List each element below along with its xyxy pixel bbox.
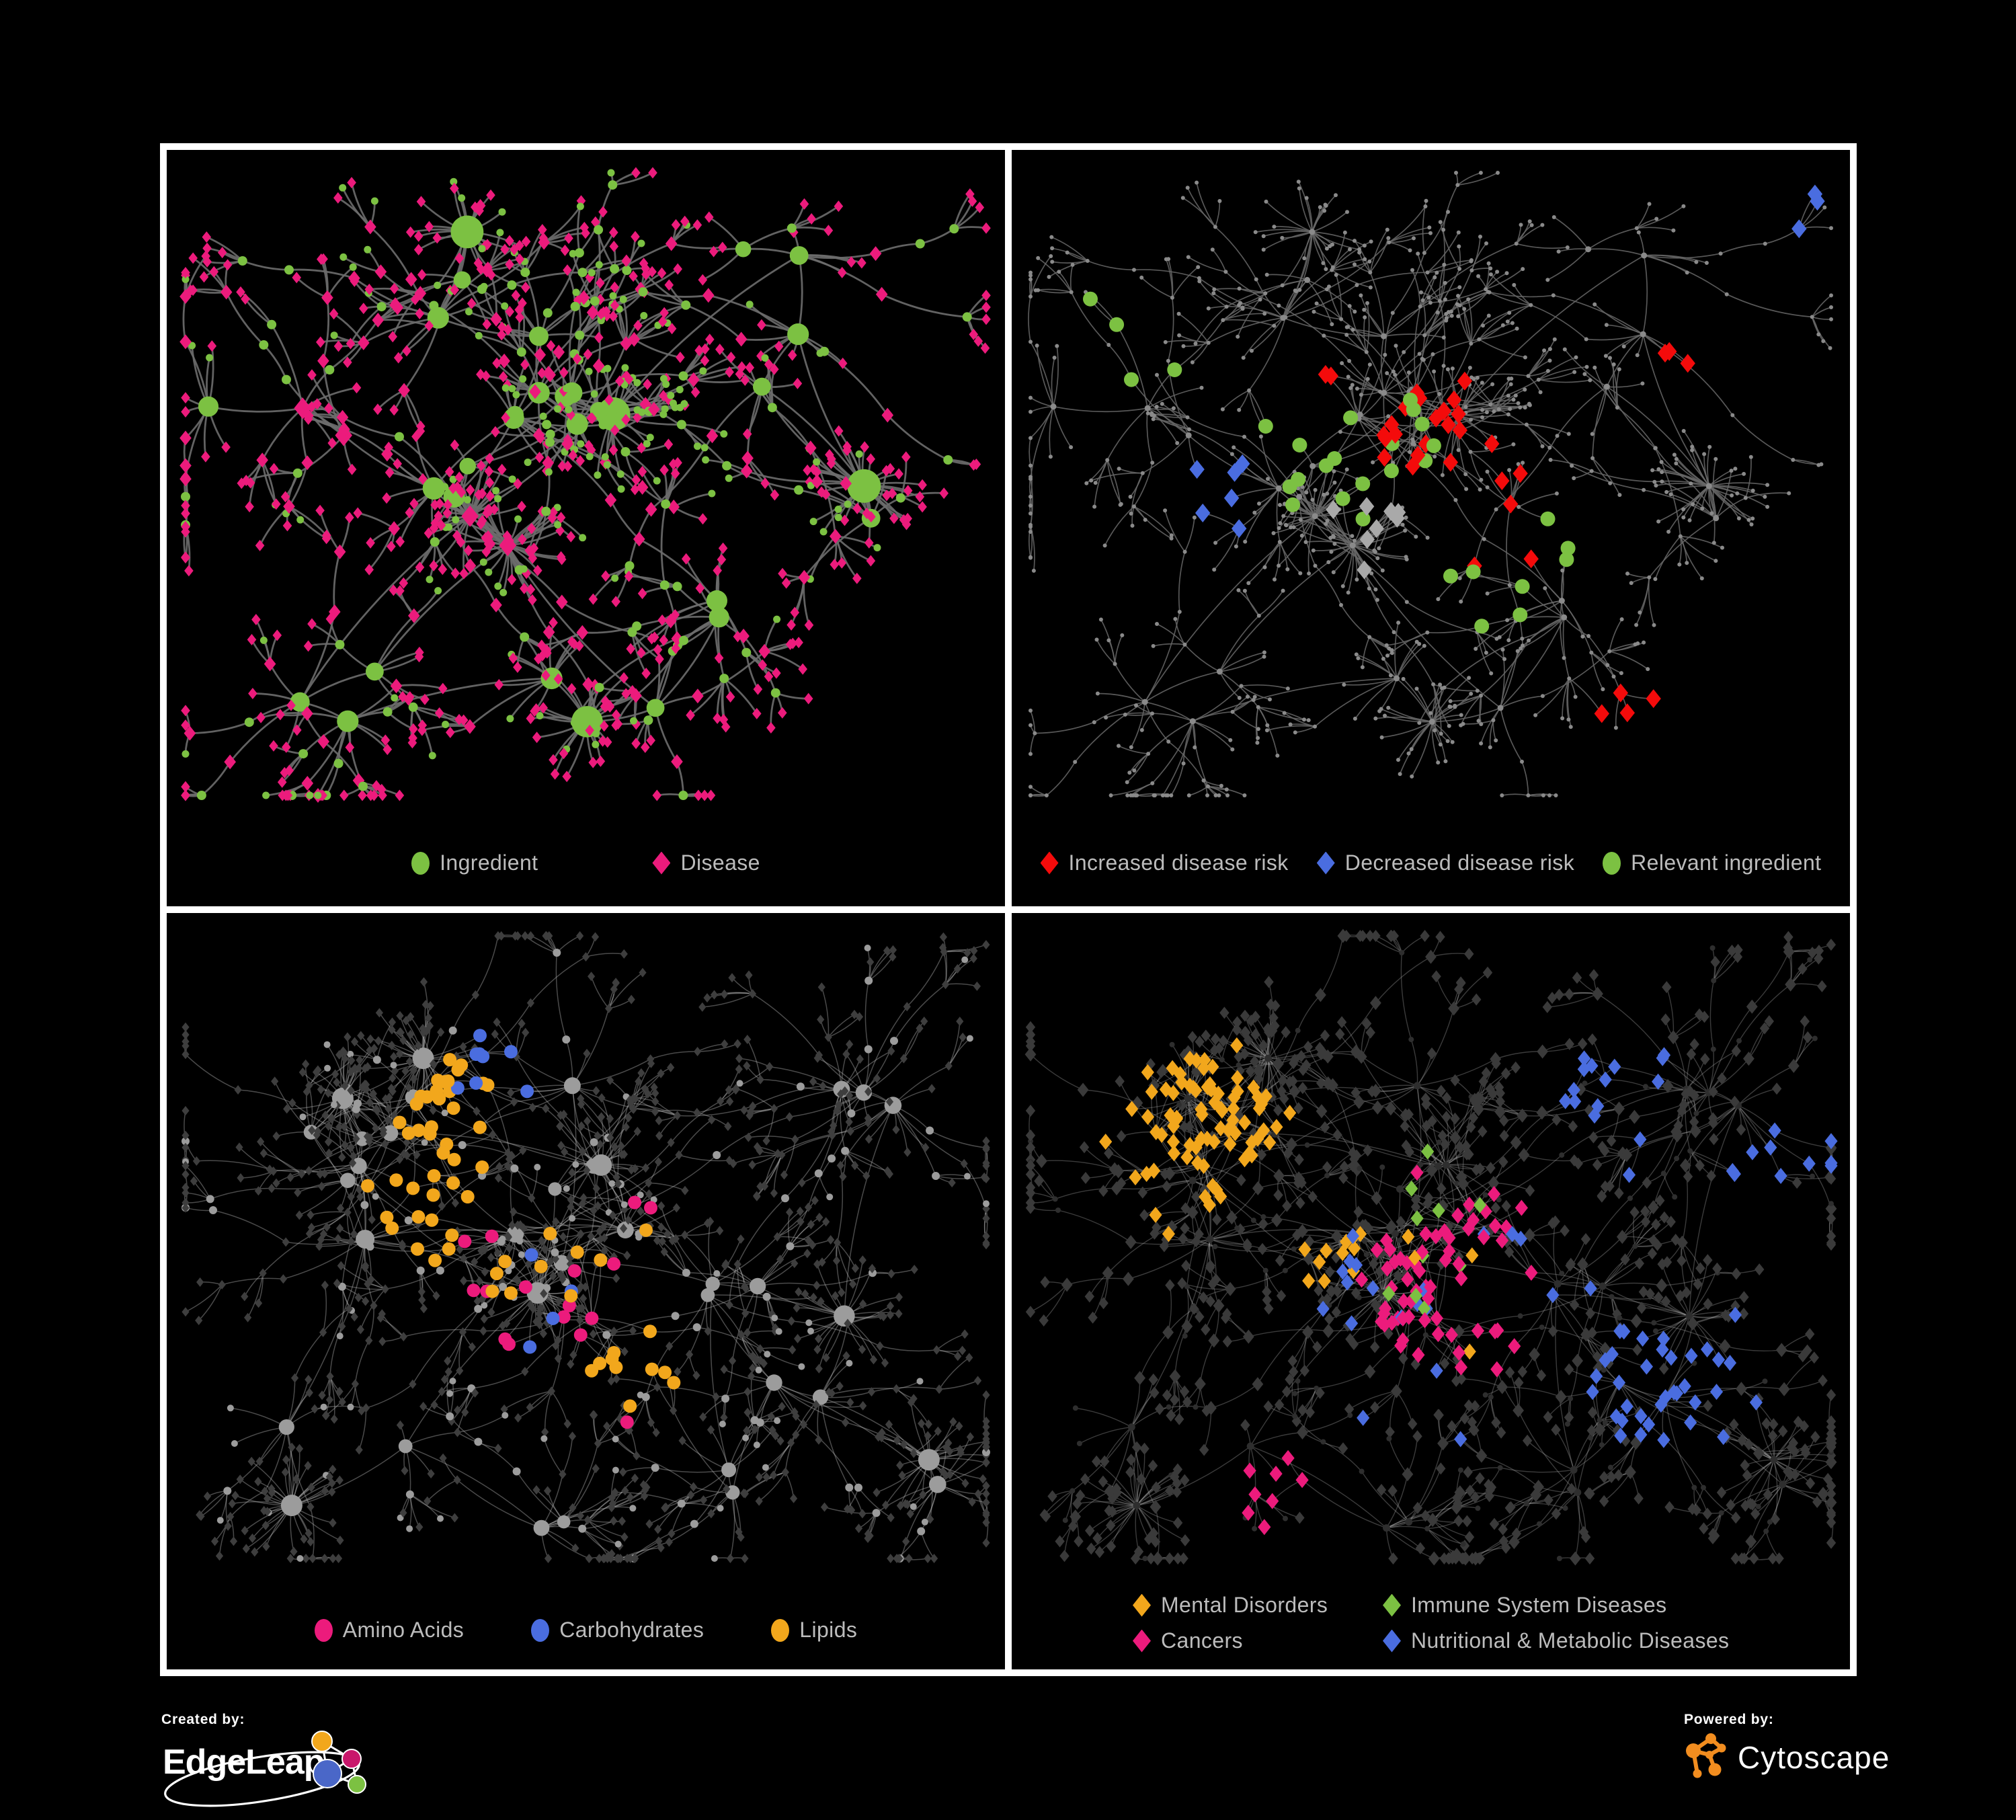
- legend-label: Disease: [680, 850, 760, 875]
- panel-disease-categories: Mental Disorders Immune System Diseases …: [1012, 913, 1850, 1669]
- ingredient-disease-network-graph: [179, 167, 991, 803]
- legend-item-disease: Disease: [652, 850, 760, 875]
- legend-item-lipids: Lipids: [771, 1618, 857, 1643]
- increased-risk-marker-icon: [1040, 851, 1059, 875]
- decreased-risk-marker-icon: [1316, 851, 1335, 875]
- legend-label: Cancers: [1161, 1628, 1243, 1653]
- legend-label: Lipids: [799, 1618, 858, 1642]
- panel-ingredient-classes: Amino Acids Carbohydrates Lipids: [167, 913, 1005, 1669]
- disease-marker-icon: [652, 851, 671, 875]
- legend-item-relevant-ingredient: Relevant ingredient: [1603, 850, 1821, 875]
- disease-risk-network-graph: [1028, 171, 1833, 797]
- legend-disease-risk: Increased disease risk Decreased disease…: [1012, 850, 1850, 875]
- created-by-block: Created by: EdgeLeap: [161, 1712, 383, 1815]
- legend-label: Amino Acids: [342, 1618, 465, 1642]
- ingredient-classes-network-graph: [182, 931, 990, 1563]
- panel-ingredient-disease: Ingredient Disease: [167, 150, 1005, 906]
- edgeleap-node-blue: [313, 1759, 342, 1788]
- legend-item-ingredient: Ingredient: [411, 850, 538, 875]
- legend-item-decreased-risk: Decreased disease risk: [1316, 850, 1575, 875]
- ingredient-marker-icon: [411, 851, 430, 875]
- legend-item-mental-disorders: Mental Disorders: [1133, 1593, 1383, 1618]
- four-panel-frame: Ingredient Disease Increased disease ris…: [160, 143, 1857, 1676]
- legend-item-immune-diseases: Immune System Diseases: [1383, 1593, 1729, 1618]
- immune-diseases-marker-icon: [1383, 1593, 1401, 1617]
- legend-label: Increased disease risk: [1068, 850, 1289, 875]
- powered-by-block: Powered by: Cytoscape: [1684, 1712, 1890, 1783]
- nutritional-metabolic-marker-icon: [1383, 1629, 1401, 1653]
- edgeleap-node-pink: [341, 1749, 362, 1769]
- lipids-marker-icon: [771, 1618, 790, 1642]
- edgeleap-node-orange: [311, 1731, 333, 1752]
- legend-disease-categories: Mental Disorders Immune System Diseases …: [1133, 1593, 1729, 1653]
- cytoscape-logo-icon: [1686, 1733, 1726, 1778]
- legend-item-increased-risk: Increased disease risk: [1040, 850, 1289, 875]
- legend-label: Mental Disorders: [1161, 1593, 1328, 1617]
- legend-label: Carbohydrates: [559, 1618, 704, 1642]
- legend-item-carbohydrates: Carbohydrates: [531, 1618, 704, 1643]
- created-by-heading: Created by:: [161, 1712, 245, 1727]
- cancers-marker-icon: [1133, 1629, 1151, 1653]
- carbohydrates-marker-icon: [531, 1618, 550, 1642]
- disease-categories-network-graph: [1024, 928, 1838, 1566]
- legend-label: Relevant ingredient: [1631, 850, 1822, 875]
- legend-ingredient-classes: Amino Acids Carbohydrates Lipids: [167, 1618, 1005, 1643]
- amino-acids-marker-icon: [314, 1618, 333, 1642]
- legend-item-amino-acids: Amino Acids: [314, 1618, 465, 1643]
- legend-item-nutritional-metabolic: Nutritional & Metabolic Diseases: [1383, 1628, 1729, 1653]
- legend-ingredient-disease: Ingredient Disease: [167, 850, 1005, 875]
- cytoscape-wordmark: Cytoscape: [1738, 1740, 1890, 1775]
- relevant-ingredient-marker-icon: [1603, 851, 1621, 875]
- legend-label: Ingredient: [440, 850, 538, 875]
- legend-label: Immune System Diseases: [1411, 1593, 1667, 1617]
- mental-disorders-marker-icon: [1133, 1593, 1151, 1617]
- edgeleap-logo: EdgeLeap: [163, 1731, 366, 1807]
- legend-item-cancers: Cancers: [1133, 1628, 1383, 1653]
- powered-by-heading: Powered by:: [1684, 1712, 1774, 1727]
- edgeleap-node-green: [348, 1775, 366, 1794]
- edgeleap-wordmark: EdgeLeap: [163, 1743, 325, 1782]
- panel-disease-risk: Increased disease risk Decreased disease…: [1012, 150, 1850, 906]
- legend-label: Nutritional & Metabolic Diseases: [1411, 1628, 1730, 1653]
- legend-label: Decreased disease risk: [1344, 850, 1575, 875]
